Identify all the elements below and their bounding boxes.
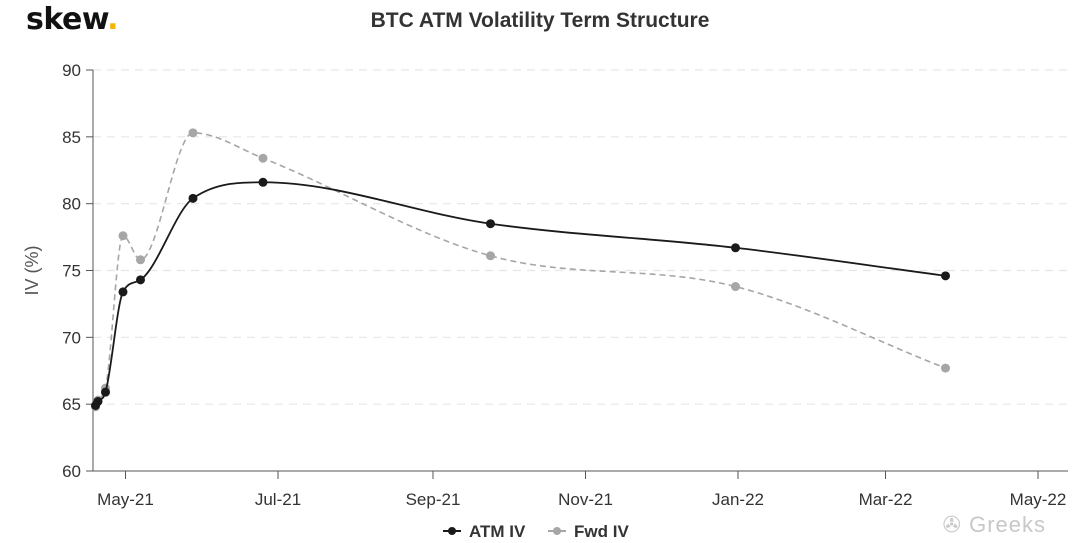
atm-iv-point bbox=[101, 387, 110, 397]
skew-logo: skew. bbox=[26, 2, 119, 37]
x-tick-label: Nov-21 bbox=[558, 490, 613, 509]
fwd-iv-point bbox=[486, 251, 495, 261]
fwd-iv-point bbox=[941, 363, 950, 373]
y-tick-label: 85 bbox=[62, 128, 81, 147]
x-tick-label: Mar-22 bbox=[859, 490, 913, 509]
x-tick-label: Sep-21 bbox=[406, 490, 461, 509]
series bbox=[91, 128, 950, 412]
axes: 60 65 70 75 80 85 90 IV (%) May-21 Jul-21 Sep-21 No… bbox=[22, 61, 1068, 509]
atm-iv-point bbox=[136, 275, 145, 285]
atm-iv-point bbox=[93, 396, 103, 406]
atm-iv-point bbox=[731, 243, 740, 253]
y-tick-label: 65 bbox=[62, 395, 81, 414]
fwd-iv-point bbox=[731, 282, 740, 292]
fwd-iv-point bbox=[136, 255, 145, 265]
wechat-icon: ✇ bbox=[942, 512, 962, 537]
atm-iv-point bbox=[941, 271, 950, 281]
chart-title: BTC ATM Volatility Term Structure bbox=[370, 9, 710, 32]
x-tick-label: Jul-21 bbox=[255, 490, 301, 509]
legend: ATM IV Fwd IV bbox=[443, 522, 629, 541]
atm-iv-point bbox=[486, 219, 495, 229]
legend-atm-iv-label: ATM IV bbox=[469, 522, 526, 541]
legend-atm-iv-marker bbox=[448, 527, 456, 535]
grid-lines bbox=[93, 69, 1068, 405]
legend-fwd-iv-marker bbox=[553, 527, 561, 535]
x-tick-label: May-22 bbox=[1010, 490, 1067, 509]
y-axis-title: IV (%) bbox=[22, 245, 42, 295]
fwd-iv-point bbox=[188, 128, 198, 138]
watermark-text: Greeks bbox=[969, 512, 1046, 537]
x-tick-label: Jan-22 bbox=[712, 490, 764, 509]
fwd-iv-point bbox=[118, 231, 128, 241]
atm-iv-point bbox=[118, 287, 128, 297]
y-tick-label: 75 bbox=[62, 262, 81, 281]
y-tick-label: 90 bbox=[62, 61, 81, 80]
y-tick-label: 70 bbox=[62, 328, 81, 347]
x-tick-label: May-21 bbox=[97, 490, 154, 509]
logo-dot: . bbox=[107, 2, 119, 37]
atm-iv-point bbox=[258, 177, 268, 187]
fwd-iv-line bbox=[94, 132, 946, 408]
fwd-iv-point bbox=[258, 153, 268, 163]
atm-iv-line bbox=[94, 181, 946, 406]
legend-fwd-iv-label: Fwd IV bbox=[574, 522, 629, 541]
y-tick-label: 80 bbox=[62, 195, 81, 214]
watermark: ✇ Greeks bbox=[943, 512, 1046, 538]
atm-iv-point bbox=[188, 193, 198, 203]
y-tick-label: 60 bbox=[62, 462, 81, 481]
logo-text: skew bbox=[26, 2, 108, 37]
